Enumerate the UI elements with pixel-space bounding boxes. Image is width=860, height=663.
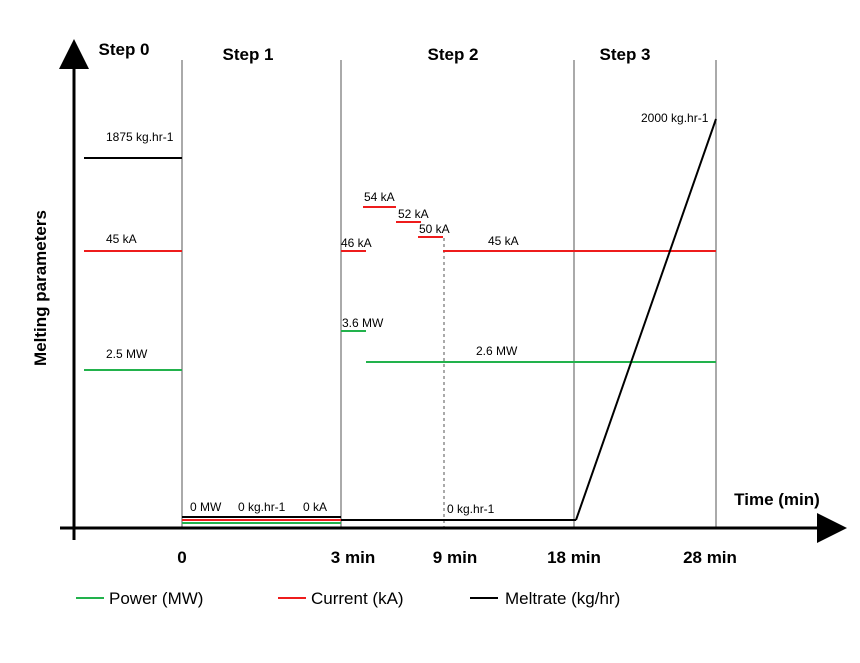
x-tick-18min: 18 min <box>547 548 601 567</box>
x-tick-28min: 28 min <box>683 548 737 567</box>
meltrate-step1-annotation: 0 kg.hr-1 <box>238 500 286 514</box>
current-46-annotation: 46 kA <box>341 236 372 250</box>
meltrate-ramp-line <box>575 118 717 521</box>
current-52-annotation: 52 kA <box>398 207 429 221</box>
power-26-annotation: 2.6 MW <box>476 344 518 358</box>
power-step1-annotation: 0 MW <box>190 500 222 514</box>
current-step1-annotation: 0 kA <box>303 500 327 514</box>
current-50-annotation: 50 kA <box>419 222 450 236</box>
x-tick-9min: 9 min <box>433 548 477 567</box>
meltrate-step3-annotation: 2000 kg.hr-1 <box>641 111 709 125</box>
current-step0-annotation: 45 kA <box>106 232 137 246</box>
meltrate-step2-annotation: 0 kg.hr-1 <box>447 502 495 516</box>
legend-current-label: Current (kA) <box>311 589 404 608</box>
power-step0-annotation: 2.5 MW <box>106 347 148 361</box>
step-0-label: Step 0 <box>98 40 149 59</box>
legend-power-label: Power (MW) <box>109 589 203 608</box>
step-3-label: Step 3 <box>599 45 650 64</box>
legend-meltrate-label: Meltrate (kg/hr) <box>505 589 620 608</box>
current-54-annotation: 54 kA <box>364 190 395 204</box>
x-tick-0: 0 <box>177 548 186 567</box>
x-tick-3min: 3 min <box>331 548 375 567</box>
meltrate-step0-annotation: 1875 kg.hr-1 <box>106 130 174 144</box>
step-1-label: Step 1 <box>222 45 273 64</box>
y-axis-label: Melting parameters <box>31 210 50 366</box>
x-axis-label: Time (min) <box>734 490 820 509</box>
power-36-annotation: 3.6 MW <box>342 316 384 330</box>
current-45b-annotation: 45 kA <box>488 234 519 248</box>
step-2-label: Step 2 <box>427 45 478 64</box>
legend: Power (MW) Current (kA) Meltrate (kg/hr) <box>76 589 620 608</box>
